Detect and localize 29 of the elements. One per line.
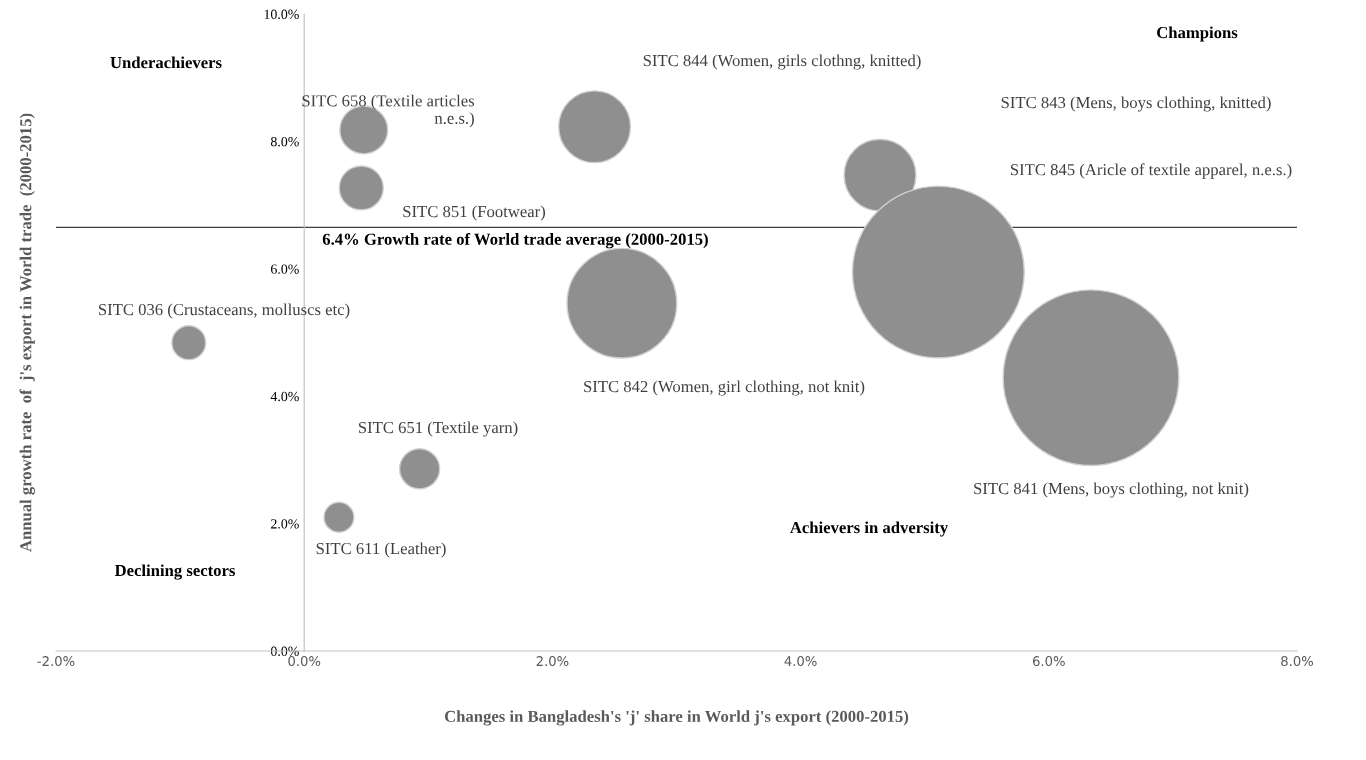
x-tick-label: 8.0% xyxy=(1281,656,1314,667)
y-tick-label: 2.0% xyxy=(271,519,299,529)
x-tick-label: 2.0% xyxy=(536,656,569,667)
y-tick-label: 6.0% xyxy=(271,264,299,274)
x-tick-label: -2.0% xyxy=(37,656,75,667)
annotation: Declining sectors xyxy=(114,564,235,580)
x-tick-label: 0.0% xyxy=(288,656,321,667)
x-tick-label: 4.0% xyxy=(784,656,817,667)
annotation: SITC 851 (Footwear) xyxy=(403,205,546,221)
x-tick-label: 6.0% xyxy=(1032,656,1065,667)
annotation: SITC 651 (Textile yarn) xyxy=(358,421,518,437)
annotation: SITC 036 (Crustaceans, molluscs etc) xyxy=(98,303,350,319)
y-tick-label: 0.0% xyxy=(270,646,299,657)
annotation: SITC 841 (Mens, boys clothing, not knit) xyxy=(974,482,1249,498)
annotation: SITC 843 (Mens, boys clothing, knitted) xyxy=(1001,96,1271,112)
y-tick-label: 4.0% xyxy=(270,391,299,402)
annotation: Underachievers xyxy=(110,56,222,69)
annotation: SITC 658 (Textile articles n.e.s.) xyxy=(302,94,475,128)
annotation: SITC 845 (Aricle of textile apparel, n.e.s.) xyxy=(1010,163,1292,179)
annotation: SITC 611 (Leather) xyxy=(316,542,446,558)
ref-line-label: 6.4% Growth rate of World trade average (2000-2015) xyxy=(322,232,708,249)
annotation: SITC 844 (Women, girls clothng, knitted) xyxy=(643,54,921,70)
y-tick-label: 10.0% xyxy=(264,9,299,20)
x-axis-title: Changes in Bangladesh's 'j' share in World j's export (2000-2015) xyxy=(444,710,909,726)
y-tick-label: 8.0% xyxy=(270,136,299,147)
annotation: Achievers in adversity xyxy=(790,521,948,537)
annotation: Champions xyxy=(1157,26,1238,42)
y-axis-title: Annual growth rate of j's export in World trade (2000-2015) xyxy=(19,113,35,552)
annotation: SITC 842 (Women, girl clothing, not knit) xyxy=(584,380,865,396)
